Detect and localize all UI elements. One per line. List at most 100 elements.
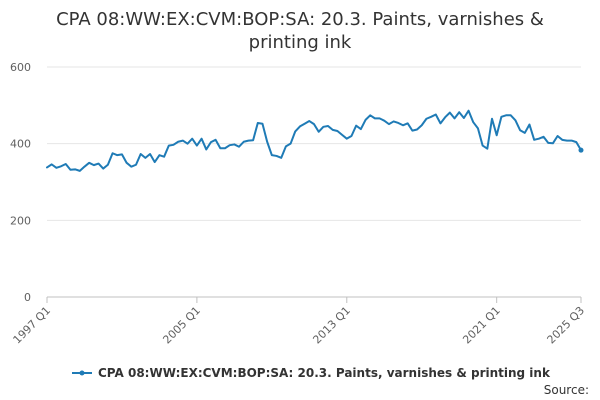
data-point[interactable]: [88, 162, 90, 164]
data-point[interactable]: [425, 118, 427, 120]
data-point[interactable]: [130, 165, 132, 167]
legend[interactable]: CPA 08:WW:EX:CVM:BOP:SA: 20.3. Paints, v…: [72, 366, 551, 380]
data-point[interactable]: [182, 139, 184, 141]
data-point[interactable]: [257, 122, 259, 124]
data-point[interactable]: [233, 143, 235, 145]
data-point[interactable]: [97, 162, 99, 164]
data-point[interactable]: [463, 117, 465, 119]
data-point[interactable]: [570, 139, 572, 141]
data-point[interactable]: [435, 113, 437, 115]
legend-label[interactable]: CPA 08:WW:EX:CVM:BOP:SA: 20.3. Paints, v…: [98, 366, 551, 380]
data-point[interactable]: [346, 137, 348, 139]
data-point[interactable]: [186, 142, 188, 144]
data-point[interactable]: [533, 139, 535, 141]
data-point[interactable]: [542, 136, 544, 138]
data-point[interactable]: [556, 135, 558, 137]
data-point[interactable]: [472, 121, 474, 123]
data-point[interactable]: [275, 155, 277, 157]
data-point[interactable]: [514, 119, 516, 121]
data-point[interactable]: [135, 164, 137, 166]
data-point[interactable]: [500, 116, 502, 118]
data-point[interactable]: [299, 125, 301, 127]
data-point[interactable]: [125, 162, 127, 164]
data-point[interactable]: [294, 130, 296, 132]
data-point[interactable]: [453, 117, 455, 119]
data-point[interactable]: [280, 157, 282, 159]
data-point[interactable]: [524, 132, 526, 134]
data-point[interactable]: [458, 111, 460, 113]
data-point[interactable]: [575, 141, 577, 143]
data-point[interactable]: [139, 153, 141, 155]
data-point[interactable]: [285, 145, 287, 147]
data-point[interactable]: [116, 154, 118, 156]
data-point[interactable]: [449, 111, 451, 113]
data-point[interactable]: [406, 122, 408, 124]
data-point[interactable]: [214, 139, 216, 141]
data-point[interactable]: [505, 114, 507, 116]
data-point[interactable]: [444, 116, 446, 118]
data-point[interactable]: [83, 165, 85, 167]
data-point[interactable]: [327, 125, 329, 127]
data-point[interactable]: [163, 156, 165, 158]
data-point[interactable]: [144, 157, 146, 159]
data-point[interactable]: [121, 153, 123, 155]
data-point[interactable]: [149, 153, 151, 155]
data-point[interactable]: [247, 139, 249, 141]
data-point[interactable]: [210, 141, 212, 143]
data-point[interactable]: [79, 170, 81, 172]
data-point[interactable]: [416, 128, 418, 130]
data-point[interactable]: [243, 141, 245, 143]
data-point[interactable]: [196, 144, 198, 146]
data-point[interactable]: [411, 129, 413, 131]
data-point[interactable]: [336, 130, 338, 132]
source-credit[interactable]: Source:: [544, 383, 589, 397]
data-point[interactable]: [107, 164, 109, 166]
data-point[interactable]: [313, 123, 315, 125]
data-point[interactable]: [392, 120, 394, 122]
data-point[interactable]: [158, 154, 160, 156]
data-point[interactable]: [191, 137, 193, 139]
data-point[interactable]: [374, 117, 376, 119]
data-point[interactable]: [364, 119, 366, 121]
data-point[interactable]: [252, 139, 254, 141]
data-point[interactable]: [421, 124, 423, 126]
data-point[interactable]: [552, 142, 554, 144]
data-point[interactable]: [486, 147, 488, 149]
data-point[interactable]: [341, 134, 343, 136]
data-point[interactable]: [289, 142, 291, 144]
data-point[interactable]: [55, 167, 57, 169]
data-point[interactable]: [369, 114, 371, 116]
data-point[interactable]: [168, 144, 170, 146]
data-point[interactable]: [388, 123, 390, 125]
data-point[interactable]: [566, 139, 568, 141]
data-point[interactable]: [397, 122, 399, 124]
data-point[interactable]: [402, 124, 404, 126]
data-point[interactable]: [308, 120, 310, 122]
data-point[interactable]: [200, 137, 202, 139]
data-point[interactable]: [303, 123, 305, 125]
data-point[interactable]: [271, 154, 273, 156]
data-point[interactable]: [60, 165, 62, 167]
data-point[interactable]: [578, 147, 584, 153]
data-point[interactable]: [111, 152, 113, 154]
data-point[interactable]: [46, 166, 48, 168]
data-point[interactable]: [261, 123, 263, 125]
data-point[interactable]: [561, 139, 563, 141]
data-point[interactable]: [93, 164, 95, 166]
series-line[interactable]: [46, 109, 582, 172]
data-point[interactable]: [477, 127, 479, 129]
data-point[interactable]: [491, 118, 493, 120]
data-point[interactable]: [332, 129, 334, 131]
data-point[interactable]: [547, 142, 549, 144]
data-point[interactable]: [510, 114, 512, 116]
data-point[interactable]: [224, 147, 226, 149]
data-point[interactable]: [322, 126, 324, 128]
data-point[interactable]: [528, 123, 530, 125]
data-point[interactable]: [378, 117, 380, 119]
data-point[interactable]: [383, 119, 385, 121]
data-point[interactable]: [519, 129, 521, 131]
data-point[interactable]: [355, 124, 357, 126]
data-point[interactable]: [172, 144, 174, 146]
data-point[interactable]: [74, 168, 76, 170]
data-point[interactable]: [69, 169, 71, 171]
